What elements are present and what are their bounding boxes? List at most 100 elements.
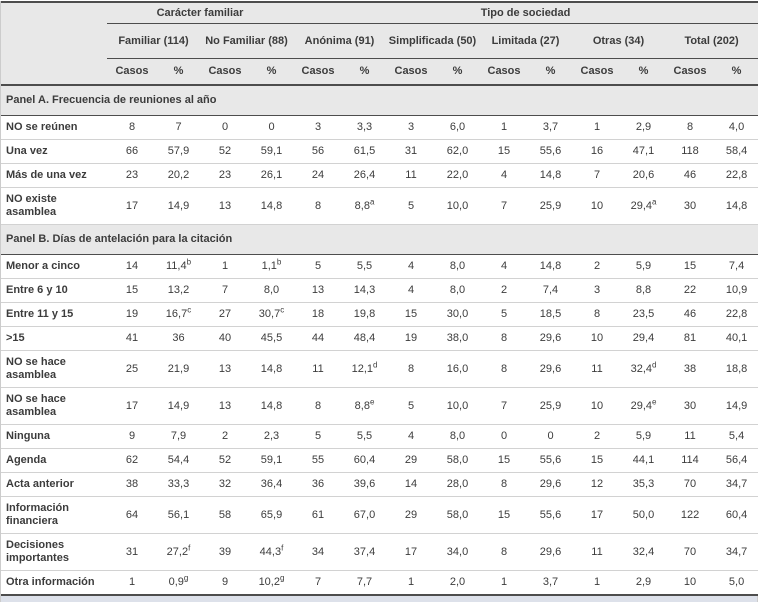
table-row: Más de una vez 23 20,2 23 26,1 24 26,4 11 22,0 4 1… xyxy=(1,163,758,188)
cell-percent: 5,0 xyxy=(715,570,758,596)
cell-casos: 52 xyxy=(200,139,250,164)
footnote-superscript: a xyxy=(369,196,375,206)
column-header-5: Otras (34) xyxy=(572,23,666,59)
cell-casos: 18 xyxy=(293,302,344,327)
cell-percent: 32,4d xyxy=(622,350,666,388)
cell-percent: 0 xyxy=(250,115,294,140)
cell-casos: 39 xyxy=(200,533,250,571)
table-row: Agenda 62 54,4 52 59,1 55 60,4 29 58,0 15 55,6 15 44… xyxy=(1,448,758,473)
cell-casos: 14 xyxy=(386,472,437,497)
cell-casos: 8 xyxy=(479,326,530,351)
cell-casos: 4 xyxy=(479,254,530,279)
cell-percent: 14,3 xyxy=(343,278,387,303)
cell-percent: 58,0 xyxy=(436,496,480,534)
column-header-1: No Familiar (88) xyxy=(200,23,294,59)
cell-percent: 11,4b xyxy=(157,254,200,279)
cell-casos: 3 xyxy=(572,278,623,303)
cell-casos: 32 xyxy=(200,472,250,497)
cell-casos: 11 xyxy=(293,350,344,388)
cell-casos: 56 xyxy=(293,139,344,164)
cell-casos: 10 xyxy=(572,187,623,225)
cell-percent: 8,0 xyxy=(436,254,480,279)
cell-casos: 70 xyxy=(665,472,716,497)
column-header-4: Limitada (27) xyxy=(479,23,573,59)
cell-percent: 7,4 xyxy=(529,278,573,303)
cell-percent: 40,1 xyxy=(715,326,758,351)
cell-casos: 70 xyxy=(665,533,716,571)
cell-percent: 14,8 xyxy=(529,163,573,188)
cell-casos: 19 xyxy=(107,302,157,327)
row-label: Una vez xyxy=(1,139,107,164)
footnote-superscript: b xyxy=(276,257,282,267)
subheader-percent: % xyxy=(157,58,200,86)
cell-casos: 2 xyxy=(572,254,623,279)
table-row: Entre 6 y 10 15 13,2 7 8,0 13 14,3 4 8,0 2 7,4 3 8,8… xyxy=(1,278,758,303)
cell-casos: 4 xyxy=(386,254,437,279)
table-row: NO se reúnen 8 7 0 0 3 3,3 3 6,0 1 3,7 1 2,9 8 4,0 xyxy=(1,115,758,140)
cell-casos: 10 xyxy=(572,326,623,351)
cell-percent: 20,6 xyxy=(622,163,666,188)
table-row: Una vez 66 57,9 52 59,1 56 61,5 31 62,0 15 55,6 16 4… xyxy=(1,139,758,164)
cell-percent: 14,8 xyxy=(715,187,758,225)
cell-percent: 32,4 xyxy=(622,533,666,571)
row-label: Entre 6 y 10 xyxy=(1,278,107,303)
cell-percent: 5,5 xyxy=(343,254,387,279)
cell-casos: 19 xyxy=(386,326,437,351)
cell-casos: 1 xyxy=(572,570,623,596)
cell-percent: 59,1 xyxy=(250,448,294,473)
cell-casos: 13 xyxy=(200,350,250,388)
bottom-strip xyxy=(0,596,758,602)
table-body: Panel A. Frecuencia de reuniones al año N… xyxy=(1,84,758,596)
cell-percent: 18,5 xyxy=(529,302,573,327)
cell-percent: 10,0 xyxy=(436,387,480,425)
cell-percent: 3,7 xyxy=(529,115,573,140)
table-row: Información financiera 64 56,1 58 65,9 61 67,0… xyxy=(1,496,758,534)
row-label: NO se hace asamblea xyxy=(1,387,107,425)
cell-percent: 36,4 xyxy=(250,472,294,497)
table-row: NO se hace asamblea 17 14,9 13 14,8 8 8,8e 5 10,… xyxy=(1,387,758,425)
cell-percent: 7,4 xyxy=(715,254,758,279)
cell-casos: 55 xyxy=(293,448,344,473)
cell-casos: 8 xyxy=(572,302,623,327)
subheader-casos: Casos xyxy=(293,58,344,86)
cell-casos: 15 xyxy=(107,278,157,303)
cell-percent: 29,6 xyxy=(529,472,573,497)
cell-casos: 44 xyxy=(293,326,344,351)
footnote-superscript: f xyxy=(281,542,284,552)
subheader-percent: % xyxy=(343,58,387,86)
row-label: Agenda xyxy=(1,448,107,473)
footnote-superscript: c xyxy=(187,305,192,315)
cell-casos: 11 xyxy=(572,533,623,571)
cell-casos: 61 xyxy=(293,496,344,534)
cell-casos: 15 xyxy=(479,448,530,473)
cell-casos: 5 xyxy=(386,387,437,425)
cell-casos: 8 xyxy=(293,187,344,225)
cell-casos: 5 xyxy=(293,254,344,279)
cell-casos: 15 xyxy=(479,496,530,534)
cell-percent: 4,0 xyxy=(715,115,758,140)
cell-percent: 37,4 xyxy=(343,533,387,571)
cell-casos: 22 xyxy=(665,278,716,303)
cell-casos: 8 xyxy=(293,387,344,425)
cell-percent: 19,8 xyxy=(343,302,387,327)
cell-percent: 3,7 xyxy=(529,570,573,596)
cell-percent: 14,8 xyxy=(529,254,573,279)
column-header-6: Total (202) xyxy=(665,23,758,59)
cell-casos: 9 xyxy=(107,424,157,449)
group-header-caracter-familiar: Carácter familiar xyxy=(107,2,294,24)
subheader-casos: Casos xyxy=(386,58,437,86)
cell-casos: 40 xyxy=(200,326,250,351)
cell-casos: 7 xyxy=(200,278,250,303)
cell-percent: 44,1 xyxy=(622,448,666,473)
cell-percent: 55,6 xyxy=(529,496,573,534)
cell-percent: 29,4e xyxy=(622,387,666,425)
row-label: >15 xyxy=(1,326,107,351)
cell-percent: 16,7c xyxy=(157,302,200,327)
cell-casos: 8 xyxy=(386,350,437,388)
cell-percent: 39,6 xyxy=(343,472,387,497)
cell-percent: 8,0 xyxy=(436,278,480,303)
column-header-0: Familiar (114) xyxy=(107,23,200,59)
cell-percent: 13,2 xyxy=(157,278,200,303)
